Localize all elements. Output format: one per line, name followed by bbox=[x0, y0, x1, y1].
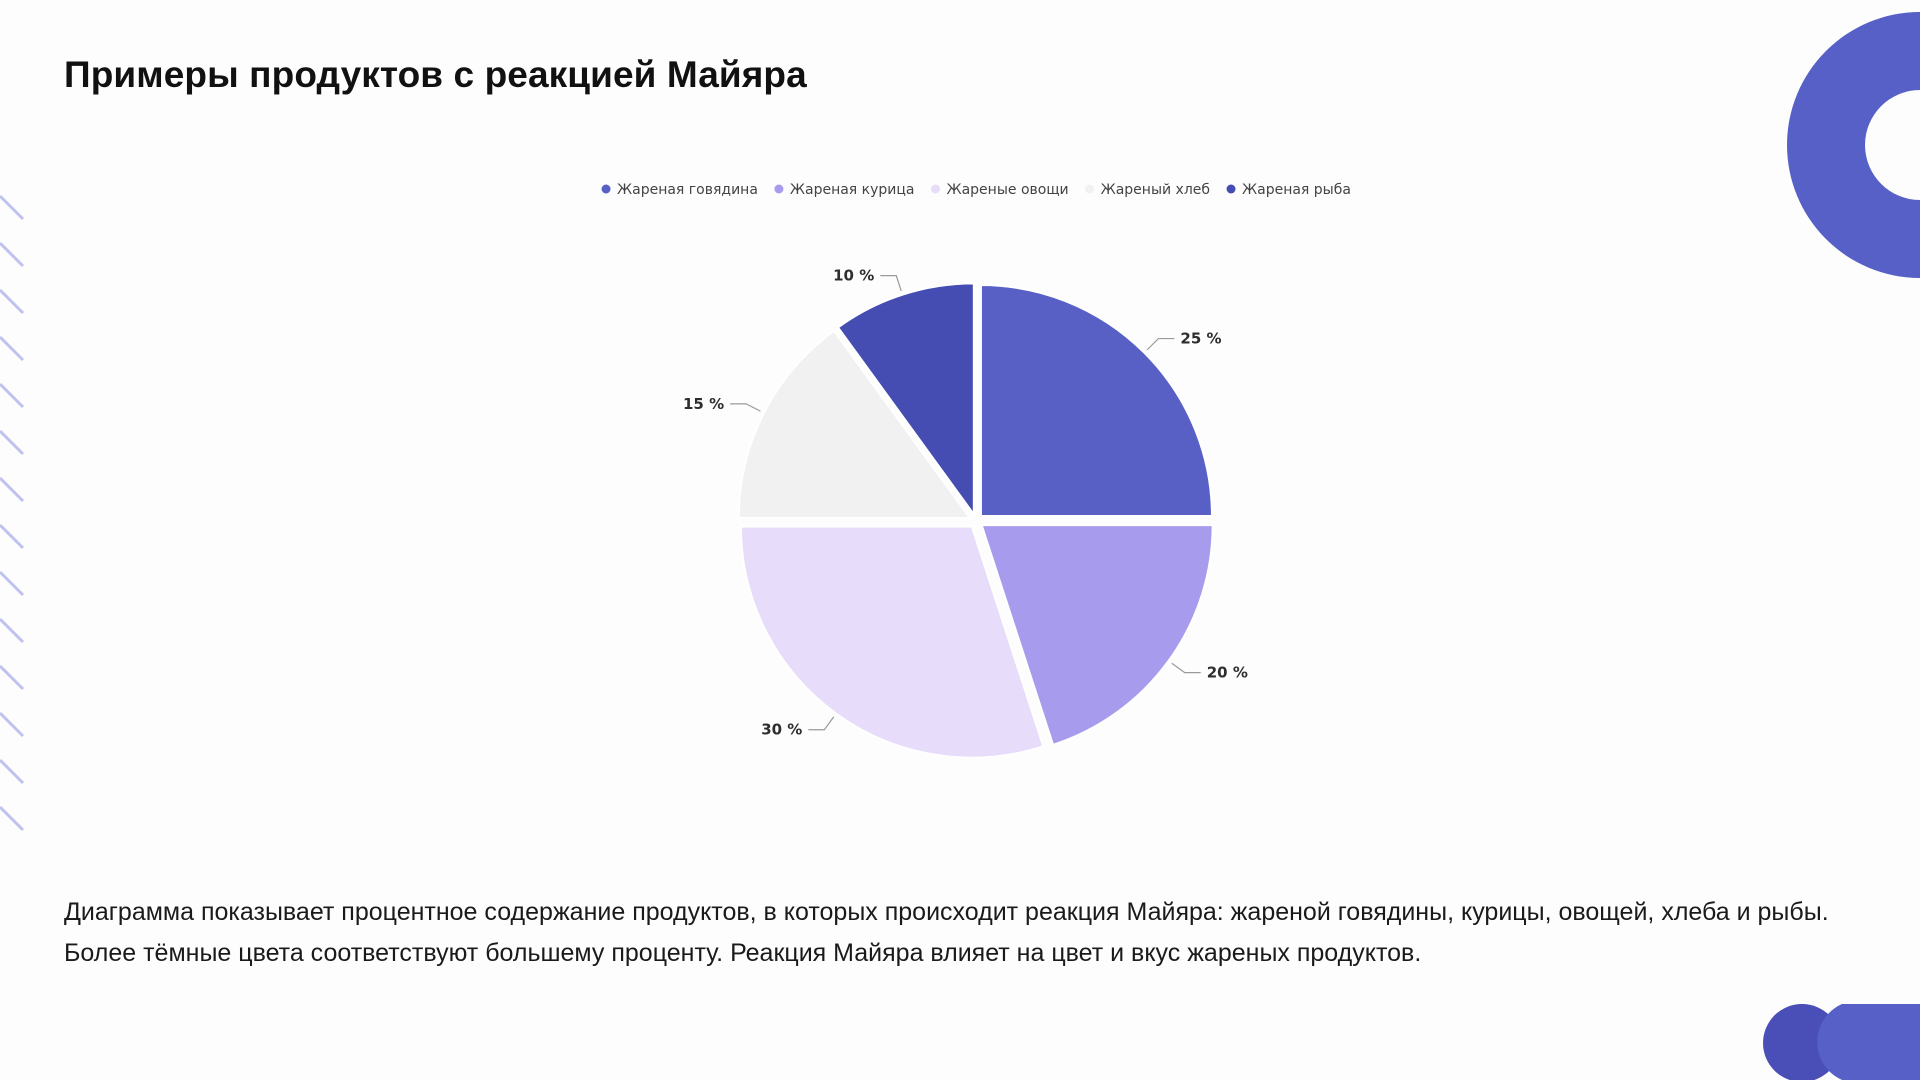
stripe-decoration bbox=[0, 758, 25, 785]
pie-leader-line-2 bbox=[1171, 662, 1201, 674]
pie-leader-line-5 bbox=[880, 275, 902, 292]
pie-leader-line-1 bbox=[1146, 337, 1175, 351]
legend-label-3: Жареные овощи bbox=[947, 182, 1069, 198]
pie-leader-line-4 bbox=[730, 403, 761, 412]
pie-leader-line-3 bbox=[808, 716, 835, 731]
legend-marker-1 bbox=[601, 184, 611, 194]
legend-marker-4 bbox=[1085, 184, 1095, 194]
stripe-decoration bbox=[0, 711, 25, 738]
stripe-decoration bbox=[0, 335, 25, 362]
circle-decoration bbox=[1763, 1004, 1841, 1080]
pie-data-label-4: 15 % bbox=[683, 395, 724, 413]
stripe-decoration bbox=[0, 194, 25, 221]
stripe-decoration bbox=[0, 570, 25, 597]
chart-legend: Жареная говядина Жареная курица Жареные ов… bbox=[601, 182, 1351, 198]
half-circle-decoration bbox=[1817, 1004, 1920, 1080]
pie-data-label-2: 20 % bbox=[1207, 664, 1248, 682]
stripe-decoration bbox=[0, 382, 25, 409]
pie-slice-4 bbox=[737, 329, 972, 519]
stripe-decoration bbox=[0, 617, 25, 644]
legend-label-5: Жареная рыба bbox=[1242, 182, 1351, 198]
stripe-decoration bbox=[0, 241, 25, 268]
pie-data-label-3: 30 % bbox=[761, 721, 802, 739]
legend-marker-2 bbox=[774, 184, 784, 194]
legend-label-2: Жареная курица bbox=[790, 182, 915, 198]
pie-data-label-5: 10 % bbox=[833, 267, 874, 285]
stripe-decoration bbox=[0, 288, 25, 315]
stripe-decoration bbox=[0, 805, 25, 832]
legend-label-4: Жареный хлеб bbox=[1101, 182, 1210, 198]
pie-slice-2 bbox=[980, 524, 1214, 747]
stripe-decoration bbox=[0, 476, 25, 503]
legend-marker-5 bbox=[1226, 184, 1236, 194]
chart-description: Диаграмма показывает процентное содержан… bbox=[64, 898, 1829, 967]
stripe-decoration bbox=[0, 664, 25, 691]
pie-slice-1 bbox=[979, 284, 1213, 518]
pie-labels: 25 % 20 % 30 % 15 % 10 % bbox=[683, 267, 1248, 739]
stripe-decoration bbox=[0, 523, 25, 550]
diagonal-stripes-decoration bbox=[0, 194, 25, 832]
legend-label-1: Жареная говядина bbox=[617, 182, 758, 198]
pie-slices bbox=[737, 282, 1214, 759]
page-title: Примеры продуктов с реакцией Майяра bbox=[64, 54, 807, 95]
pie-data-label-1: 25 % bbox=[1180, 330, 1221, 348]
pie-slice-3 bbox=[739, 525, 1045, 759]
stripe-decoration bbox=[0, 429, 25, 456]
pie-slice-5 bbox=[836, 282, 975, 518]
legend-marker-3 bbox=[931, 184, 941, 194]
ring-arc-decoration bbox=[1787, 12, 1920, 278]
